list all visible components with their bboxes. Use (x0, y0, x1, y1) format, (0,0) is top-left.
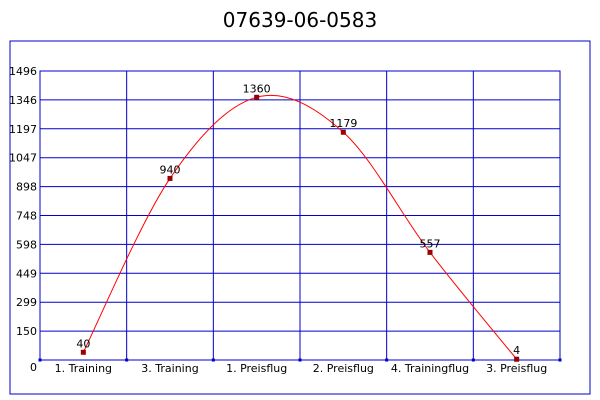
data-label: 1360 (243, 82, 271, 95)
y-tick-label: 1047 (9, 152, 37, 165)
x-tick-label: 1. Training (55, 362, 112, 375)
grid-lines (38, 71, 562, 362)
axis-tick-mark (298, 358, 302, 362)
y-tick-label: 1346 (9, 94, 37, 107)
axis-tick-mark (558, 358, 562, 362)
data-point (514, 356, 520, 362)
y-tick-label: 150 (16, 325, 37, 338)
x-tick-label: 3. Preisflug (486, 362, 547, 375)
data-label: 1179 (329, 117, 357, 130)
chart-title: 07639-06-0583 (222, 8, 378, 32)
y-tick-label: 299 (16, 296, 37, 309)
series-line (82, 94, 518, 360)
data-point (167, 175, 173, 181)
y-tick-label: 449 (16, 267, 37, 280)
x-tick-label: 2. Preisflug (313, 362, 374, 375)
x-tick-label: 1. Preisflug (226, 362, 287, 375)
axis-tick-mark (125, 358, 129, 362)
axis-tick-mark (211, 358, 215, 362)
data-labels: 40 940 1360 1179 557 4 (76, 82, 520, 357)
data-label: 940 (160, 163, 181, 176)
data-label: 40 (76, 337, 90, 350)
y-tick-label: 1197 (9, 123, 37, 136)
data-point (254, 94, 260, 100)
axis-tick-mark (38, 358, 42, 362)
x-tick-label: 4. Trainingflug (391, 362, 469, 375)
y-tick-label: 0 (30, 361, 37, 374)
y-tick-label: 898 (16, 181, 37, 194)
y-axis-ticks: 0 150 299 449 598 748 898 1047 1197 1346 1496 (9, 65, 37, 374)
data-points (80, 94, 520, 362)
axis-tick-mark (471, 358, 475, 362)
y-tick-label: 748 (16, 210, 37, 223)
y-tick-label: 1496 (9, 65, 37, 78)
data-label: 557 (420, 237, 441, 250)
data-point (427, 249, 433, 255)
x-tick-label: 3. Training (141, 362, 198, 375)
axis-tick-mark (385, 358, 389, 362)
data-label: 4 (513, 344, 520, 357)
x-axis-ticks: 1. Training 3. Training 1. Preisflug 2. Pre… (55, 362, 548, 375)
data-point (80, 349, 86, 355)
data-point (340, 129, 346, 135)
y-tick-label: 598 (16, 238, 37, 251)
